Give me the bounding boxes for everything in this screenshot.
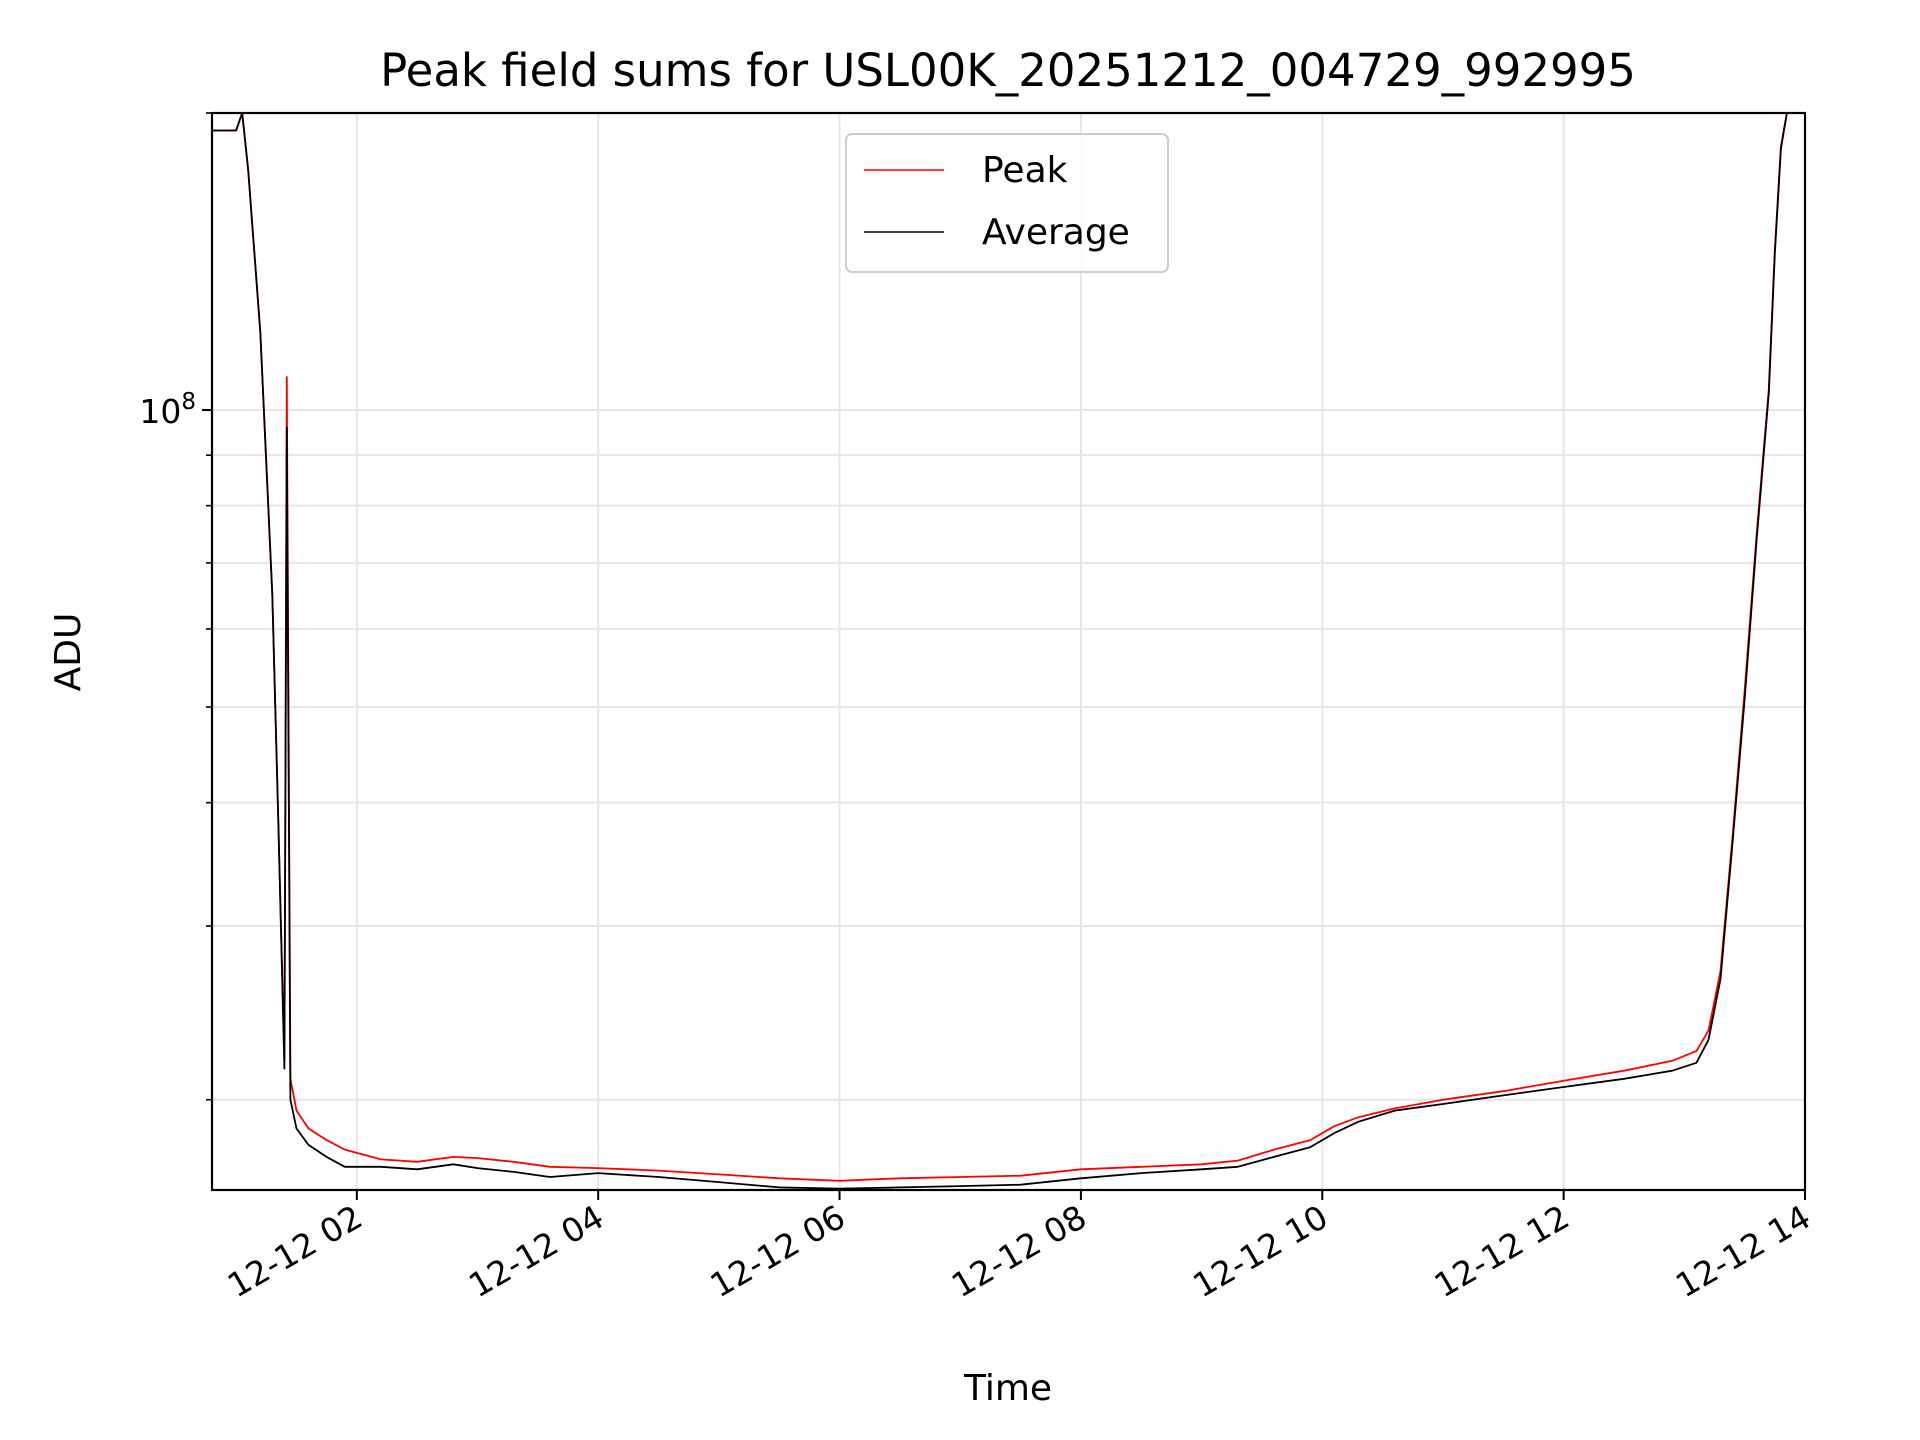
y-axis-label: ADU	[48, 613, 89, 692]
chart-title: Peak field sums for USL00K_20251212_0047…	[380, 44, 1636, 97]
series-layer	[212, 113, 1788, 1190]
plot-frame	[210, 111, 1807, 1192]
y-tick-label: 108	[139, 389, 196, 431]
legend: Peak Average	[845, 133, 1169, 273]
legend-label-average: Average	[982, 212, 1130, 253]
legend-box	[845, 133, 1169, 273]
x-axis-label: Time	[963, 1368, 1052, 1409]
legend-label-peak: Peak	[982, 150, 1068, 191]
series-line-average	[212, 113, 1788, 1190]
